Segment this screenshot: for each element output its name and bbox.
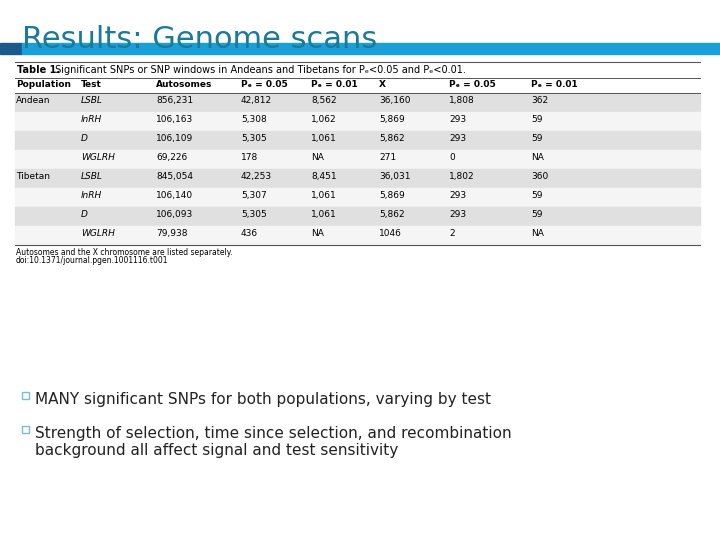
- Text: D: D: [81, 134, 88, 143]
- Text: 271: 271: [379, 153, 396, 162]
- Text: WGLRH: WGLRH: [81, 229, 115, 238]
- Text: 59: 59: [531, 134, 542, 143]
- Text: 106,163: 106,163: [156, 115, 193, 124]
- Text: 5,869: 5,869: [379, 191, 405, 200]
- Bar: [15, 207, 700, 226]
- Text: 293: 293: [449, 134, 466, 143]
- FancyBboxPatch shape: [22, 392, 29, 399]
- Text: 293: 293: [449, 210, 466, 219]
- Text: 845,054: 845,054: [156, 172, 193, 181]
- Text: Significant SNPs or SNP windows in Andeans and Tibetans for Pₑ<0.05 and Pₑ<0.01.: Significant SNPs or SNP windows in Andea…: [52, 65, 466, 75]
- Text: 1046: 1046: [379, 229, 402, 238]
- Bar: [0, 43, 22, 54]
- Text: 59: 59: [531, 191, 542, 200]
- Text: 69,226: 69,226: [156, 153, 187, 162]
- Text: Pₑ = 0.05: Pₑ = 0.05: [241, 80, 288, 89]
- Text: X: X: [379, 80, 386, 89]
- Text: 36,031: 36,031: [379, 172, 410, 181]
- Text: 1,802: 1,802: [449, 172, 474, 181]
- Text: 106,109: 106,109: [156, 134, 193, 143]
- Text: 5,308: 5,308: [241, 115, 266, 124]
- Text: 5,862: 5,862: [379, 210, 405, 219]
- Text: Table 1.: Table 1.: [17, 65, 60, 75]
- Text: 1,061: 1,061: [311, 134, 337, 143]
- Text: 1,061: 1,061: [311, 191, 337, 200]
- Text: LSBL: LSBL: [81, 172, 103, 181]
- Text: Pₑ = 0.01: Pₑ = 0.01: [531, 80, 577, 89]
- Text: 436: 436: [241, 229, 258, 238]
- Bar: [15, 169, 700, 188]
- Text: WGLRH: WGLRH: [81, 153, 115, 162]
- Bar: [15, 226, 700, 245]
- Text: Autosomes and the X chromosome are listed separately.: Autosomes and the X chromosome are liste…: [16, 248, 233, 257]
- Text: NA: NA: [311, 229, 324, 238]
- Text: 1,808: 1,808: [449, 96, 474, 105]
- Text: 178: 178: [241, 153, 258, 162]
- Text: Strength of selection, time since selection, and recombination
background all af: Strength of selection, time since select…: [35, 426, 512, 458]
- Text: NA: NA: [311, 153, 324, 162]
- Text: 0: 0: [449, 153, 455, 162]
- Text: Results: Genome scans: Results: Genome scans: [22, 25, 377, 54]
- Bar: [15, 93, 700, 112]
- Text: Tibetan: Tibetan: [16, 172, 50, 181]
- FancyBboxPatch shape: [22, 426, 29, 433]
- Text: 42,253: 42,253: [241, 172, 272, 181]
- Bar: [15, 131, 700, 150]
- Text: Autosomes: Autosomes: [156, 80, 212, 89]
- Text: NA: NA: [531, 229, 544, 238]
- Text: lnRH: lnRH: [81, 191, 102, 200]
- Text: lnRH: lnRH: [81, 115, 102, 124]
- Bar: [22, 43, 720, 54]
- Text: 362: 362: [531, 96, 548, 105]
- Bar: [15, 188, 700, 207]
- Text: 106,140: 106,140: [156, 191, 193, 200]
- Text: NA: NA: [531, 153, 544, 162]
- Text: 5,305: 5,305: [241, 210, 266, 219]
- Text: 8,562: 8,562: [311, 96, 337, 105]
- Bar: [15, 112, 700, 131]
- Text: 8,451: 8,451: [311, 172, 337, 181]
- Text: 106,093: 106,093: [156, 210, 193, 219]
- Text: Pₑ = 0.05: Pₑ = 0.05: [449, 80, 496, 89]
- Text: Andean: Andean: [16, 96, 50, 105]
- Bar: [15, 150, 700, 169]
- Text: 5,307: 5,307: [241, 191, 266, 200]
- Text: 1,061: 1,061: [311, 210, 337, 219]
- Text: MANY significant SNPs for both populations, varying by test: MANY significant SNPs for both populatio…: [35, 392, 491, 407]
- Text: doi:10.1371/journal.pgen.1001116.t001: doi:10.1371/journal.pgen.1001116.t001: [16, 256, 168, 265]
- Text: 5,862: 5,862: [379, 134, 405, 143]
- Text: Population: Population: [16, 80, 71, 89]
- Text: 5,869: 5,869: [379, 115, 405, 124]
- Text: 360: 360: [531, 172, 548, 181]
- Text: 2: 2: [449, 229, 454, 238]
- Text: 42,812: 42,812: [241, 96, 272, 105]
- Text: Test: Test: [81, 80, 102, 89]
- Text: 5,305: 5,305: [241, 134, 266, 143]
- Text: 293: 293: [449, 115, 466, 124]
- Text: 79,938: 79,938: [156, 229, 187, 238]
- Text: LSBL: LSBL: [81, 96, 103, 105]
- Text: Pₑ = 0.01: Pₑ = 0.01: [311, 80, 358, 89]
- Text: D: D: [81, 210, 88, 219]
- Text: 293: 293: [449, 191, 466, 200]
- Text: 59: 59: [531, 115, 542, 124]
- Text: 856,231: 856,231: [156, 96, 193, 105]
- Text: 36,160: 36,160: [379, 96, 410, 105]
- Text: 59: 59: [531, 210, 542, 219]
- Text: 1,062: 1,062: [311, 115, 337, 124]
